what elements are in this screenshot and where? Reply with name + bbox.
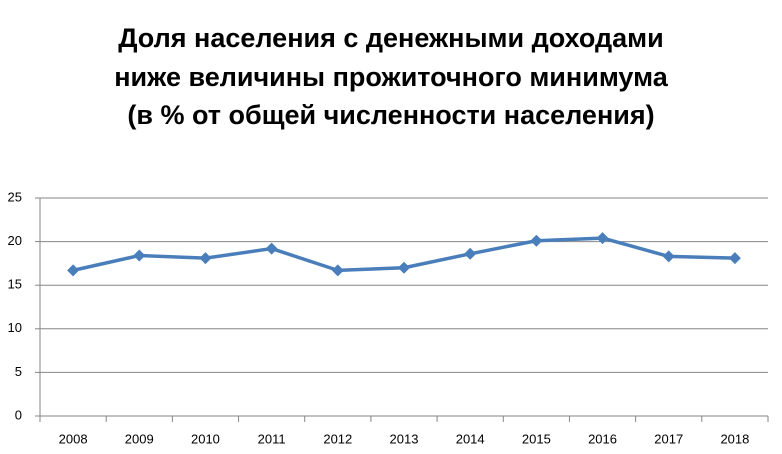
y-tick-label: 0 — [15, 407, 22, 422]
data-point — [199, 252, 212, 265]
data-point — [265, 242, 278, 255]
x-tick-label: 2014 — [456, 431, 485, 446]
chart-title: (в % от общей численности населения) — [127, 100, 654, 130]
data-point — [398, 261, 410, 274]
y-tick-label: 20 — [8, 233, 22, 248]
x-tick-label: 2010 — [191, 431, 220, 446]
y-tick-label: 25 — [8, 189, 22, 204]
x-tick-label: 2015 — [522, 431, 551, 446]
chart-title: ниже величины прожиточного минимума — [114, 62, 668, 92]
y-tick-label: 5 — [15, 364, 22, 379]
data-point — [464, 247, 477, 260]
x-tick-label: 2009 — [125, 431, 154, 446]
x-tick-label: 2017 — [654, 431, 683, 446]
x-tick-label: 2011 — [258, 431, 286, 446]
data-point — [133, 249, 146, 262]
data-point — [596, 232, 609, 245]
y-tick-label: 10 — [8, 320, 22, 335]
x-tick-label: 2016 — [588, 431, 617, 446]
x-tick-label: 2008 — [59, 431, 88, 446]
data-point — [67, 264, 80, 277]
chart-title: Доля населения с денежными доходами — [118, 23, 664, 53]
x-tick-label: 2018 — [720, 431, 749, 446]
x-tick-label: 2013 — [390, 431, 419, 446]
data-point — [530, 234, 543, 247]
x-tick-label: 2012 — [323, 431, 352, 446]
data-point — [662, 250, 675, 263]
data-point — [728, 252, 741, 265]
y-tick-label: 15 — [8, 277, 22, 292]
data-point — [331, 264, 344, 277]
